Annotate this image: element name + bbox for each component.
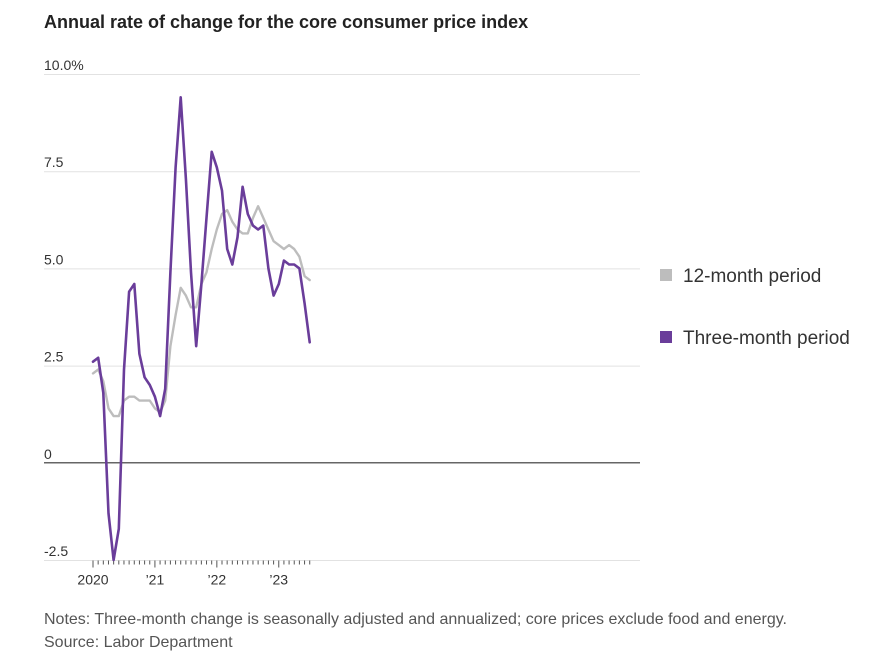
gridlines	[44, 74, 640, 561]
legend-label: 12-month period	[683, 266, 821, 287]
x-axis: 2020 ’21 ’22 ’23	[77, 560, 311, 588]
chart-notes: Notes: Three-month change is seasonally …	[44, 608, 787, 654]
chart-title: Annual rate of change for the core consu…	[44, 12, 529, 32]
legend-swatch	[660, 269, 672, 281]
legend: 12-month period Three-month period	[660, 266, 850, 349]
y-tick-label: 7.5	[44, 154, 64, 170]
line-chart: 10.0% 7.5 5.0 2.5 0 -2.5 2020 ’21 ’22 ’23 12-mon…	[44, 57, 850, 588]
y-axis-tick-labels: 10.0% 7.5 5.0 2.5 0 -2.5	[44, 57, 84, 559]
series-line-12-month	[91, 204, 311, 418]
y-tick-label: 5.0	[44, 251, 64, 267]
y-tick-label: 10.0%	[44, 57, 84, 73]
series-lines	[91, 96, 312, 562]
legend-label: Three-month period	[683, 328, 850, 349]
y-tick-label: -2.5	[44, 543, 68, 559]
x-tick-label: 2020	[77, 572, 108, 588]
y-tick-label: 0	[44, 446, 52, 462]
series-line-three-month	[91, 96, 312, 562]
x-tick-label: ’21	[146, 572, 165, 588]
x-tick-label: ’22	[207, 572, 226, 588]
x-tick-label: ’23	[269, 572, 288, 588]
legend-swatch	[660, 331, 672, 343]
notes-text: Notes: Three-month change is seasonally …	[44, 611, 787, 628]
y-tick-label: 2.5	[44, 349, 64, 365]
source-text: Source: Labor Department	[44, 634, 233, 651]
